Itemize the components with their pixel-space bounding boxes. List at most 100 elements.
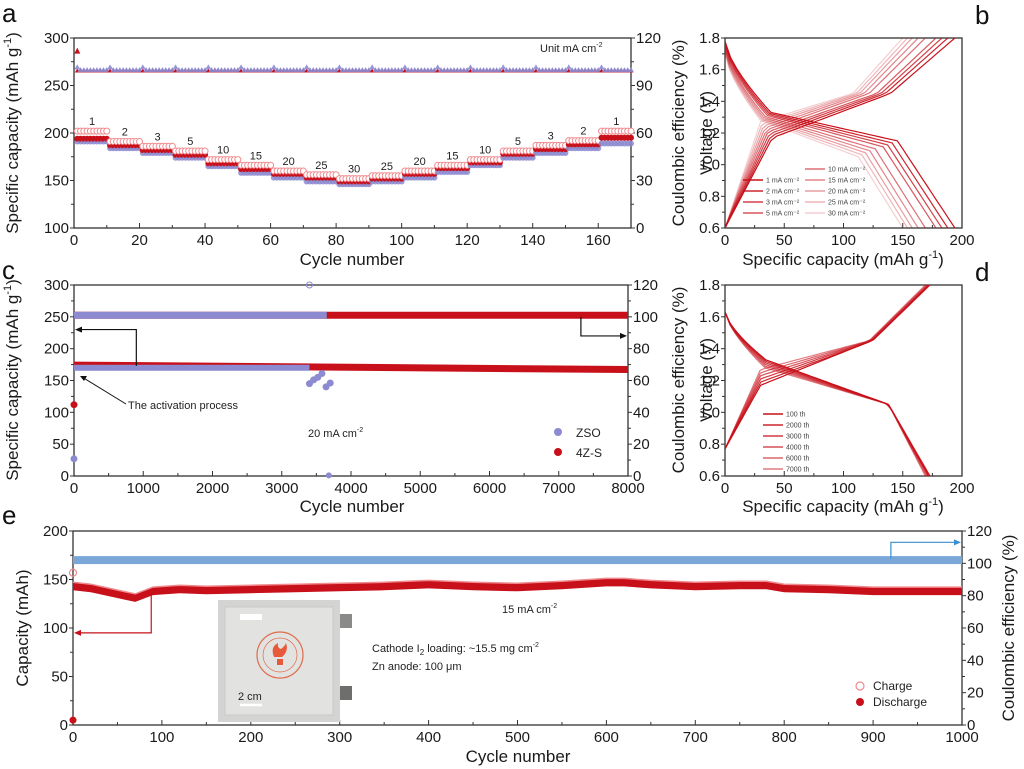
left-axis-arrow	[80, 328, 137, 366]
first-point-4zs	[70, 401, 78, 409]
panel-letter-e: e	[2, 500, 16, 530]
ce-zso-point	[398, 67, 405, 73]
activation-callout-arrow	[81, 376, 127, 405]
panel-e-ytick-label: 0	[60, 717, 68, 734]
charge-curve	[725, 38, 949, 228]
pouch-glare	[240, 614, 262, 620]
discharge-curve	[725, 48, 919, 228]
panel-a-ytick-label: 300	[44, 30, 69, 47]
first-point-zso	[70, 455, 78, 463]
discharge-curve	[725, 44, 943, 228]
panel-c-y2label: Coulombic efficiency (%)	[669, 287, 688, 474]
panel-e-ytick-label: 50	[51, 669, 68, 686]
panel-b-xtick-label: 50	[776, 232, 793, 249]
charge-curve	[725, 38, 956, 228]
rate-step-label: 3	[154, 131, 160, 143]
panel-d-ytick-label: 1.0	[699, 404, 720, 421]
ce-zso-point	[336, 64, 343, 70]
panel-a-ytick-label: 200	[44, 125, 69, 142]
panel-b-ytick-label: 1.6	[699, 62, 720, 79]
panel-e-xtick-label: 800	[772, 729, 797, 746]
first-discharge-point	[69, 716, 77, 724]
panel-a-y2tick-label: 0	[636, 220, 644, 237]
rate-step-label: 5	[515, 136, 521, 148]
panel-d-ytick-label: 1.2	[699, 373, 720, 390]
legend-label: 20 mA cm⁻²	[828, 189, 866, 196]
legend-marker-charge	[855, 681, 865, 691]
panel-e-y2label: Coulombic efficiency (%)	[999, 535, 1018, 722]
charge-capacity-point	[168, 142, 176, 150]
legend-label: 5 mA cm⁻²	[766, 211, 800, 218]
panel-d-ytick-label: 1.4	[699, 341, 720, 358]
ce-zso-point	[270, 64, 277, 70]
panel-c-legend-4zs: 4Z-S	[576, 446, 602, 460]
ce-zso-point	[467, 64, 474, 70]
panel-a-xtick-label: 60	[262, 232, 279, 249]
ce-zso-point	[139, 64, 146, 70]
ce-zso-point	[169, 67, 176, 73]
charge-capacity-point	[234, 156, 242, 164]
panel-e-xtick-label: 500	[505, 729, 530, 746]
zso-failure-point	[318, 369, 326, 377]
legend-marker-discharge	[856, 698, 864, 706]
legend-label: 4000 th	[786, 445, 809, 452]
ce-4zs-first-point	[74, 47, 81, 54]
logo-torch-icon	[277, 659, 283, 665]
panel-e-xtick-label: 100	[149, 729, 174, 746]
panel-letter-d: d	[975, 257, 989, 287]
panel-e-legend-discharge: Discharge	[873, 695, 927, 709]
panel-e-legend-charge: Charge	[873, 679, 913, 693]
panel-b-ytick-label: 1.8	[699, 30, 720, 47]
right-axis-arrowhead	[620, 332, 627, 339]
ce-zso-point	[333, 67, 340, 73]
panel-d-xtick-label: 50	[776, 480, 793, 497]
panel-c-ytick-label: 50	[52, 436, 69, 453]
panel-c-xtick-label: 1000	[127, 480, 160, 497]
panel-c-chart: 0 1000 2000 3000 4000 5000 6000 7000 80000501001…	[44, 277, 658, 497]
panel-e-inset-anode: Zn anode: 100 μm	[372, 661, 462, 673]
panel-c-xtick-label: 0	[70, 480, 78, 497]
panel-letter-c: c	[2, 255, 15, 285]
panel-e-y2tick-label: 60	[967, 620, 984, 637]
ce-zso-point	[598, 64, 605, 70]
ce-band	[73, 556, 962, 565]
panel-c-ylabel: Specific capacity (mAh g-1)	[2, 279, 22, 481]
ce-zso-point	[500, 64, 507, 70]
panel-e-xtick-label: 1000	[945, 729, 978, 746]
panel-d-ytick-label: 1.8	[699, 277, 720, 294]
panel-e-y2tick-label: 20	[967, 685, 984, 702]
logo-flame-icon	[272, 643, 287, 657]
rate-step-label: 10	[217, 145, 229, 157]
panel-e-ytick-label: 150	[43, 572, 68, 589]
pouch-tab-bottom	[340, 686, 352, 700]
charge-curve	[725, 285, 930, 450]
rate-step-label: 20	[414, 156, 426, 168]
ce-zso-point	[532, 64, 539, 70]
panel-a-y2tick-label: 90	[636, 78, 653, 95]
panel-c-xtick-label: 7000	[542, 480, 575, 497]
legend-label: 7000 th	[786, 467, 809, 474]
panel-b-ytick-label: 1.4	[699, 93, 720, 110]
panel-e-y2tick-label: 40	[967, 652, 984, 669]
panel-a-xtick-label: 80	[328, 232, 345, 249]
ce-zso-point	[464, 67, 471, 73]
ce-zso-point	[107, 64, 114, 70]
panel-c-y2tick-label: 60	[633, 373, 650, 390]
rate-step-label: 25	[381, 161, 393, 173]
discharge-curve	[725, 50, 913, 228]
panel-e-y2tick-label: 100	[967, 555, 992, 572]
ce-zso-point	[369, 64, 376, 70]
ce-zso-point	[74, 64, 81, 70]
ce-zso-point	[205, 64, 212, 70]
ce-zso-point	[238, 64, 245, 70]
right-axis-arrowhead	[954, 539, 961, 546]
panel-d-chart: 0 50 100 150 200 0.6 0.8 1.0 1.2 1.4 1.6 1.8 100 th 2…	[699, 277, 974, 497]
panel-d-ytick-label: 0.8	[699, 436, 720, 453]
panel-d-xtick-label: 100	[831, 480, 856, 497]
panel-c-legend-zso: ZSO	[576, 426, 601, 440]
panel-c-xtick-label: 5000	[404, 480, 437, 497]
panel-c-ytick-label: 200	[44, 341, 69, 358]
discharge-curve	[725, 53, 904, 228]
panel-b-ylabel: Voltage (V)	[697, 91, 716, 175]
panel-b-xtick-label: 0	[721, 232, 729, 249]
